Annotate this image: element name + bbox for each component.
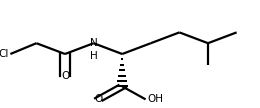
Text: N: N [90,38,98,48]
Text: OH: OH [147,94,163,104]
Text: H: H [90,51,98,61]
Text: O: O [61,71,69,81]
Text: Cl: Cl [0,49,9,59]
Text: O: O [95,94,103,104]
